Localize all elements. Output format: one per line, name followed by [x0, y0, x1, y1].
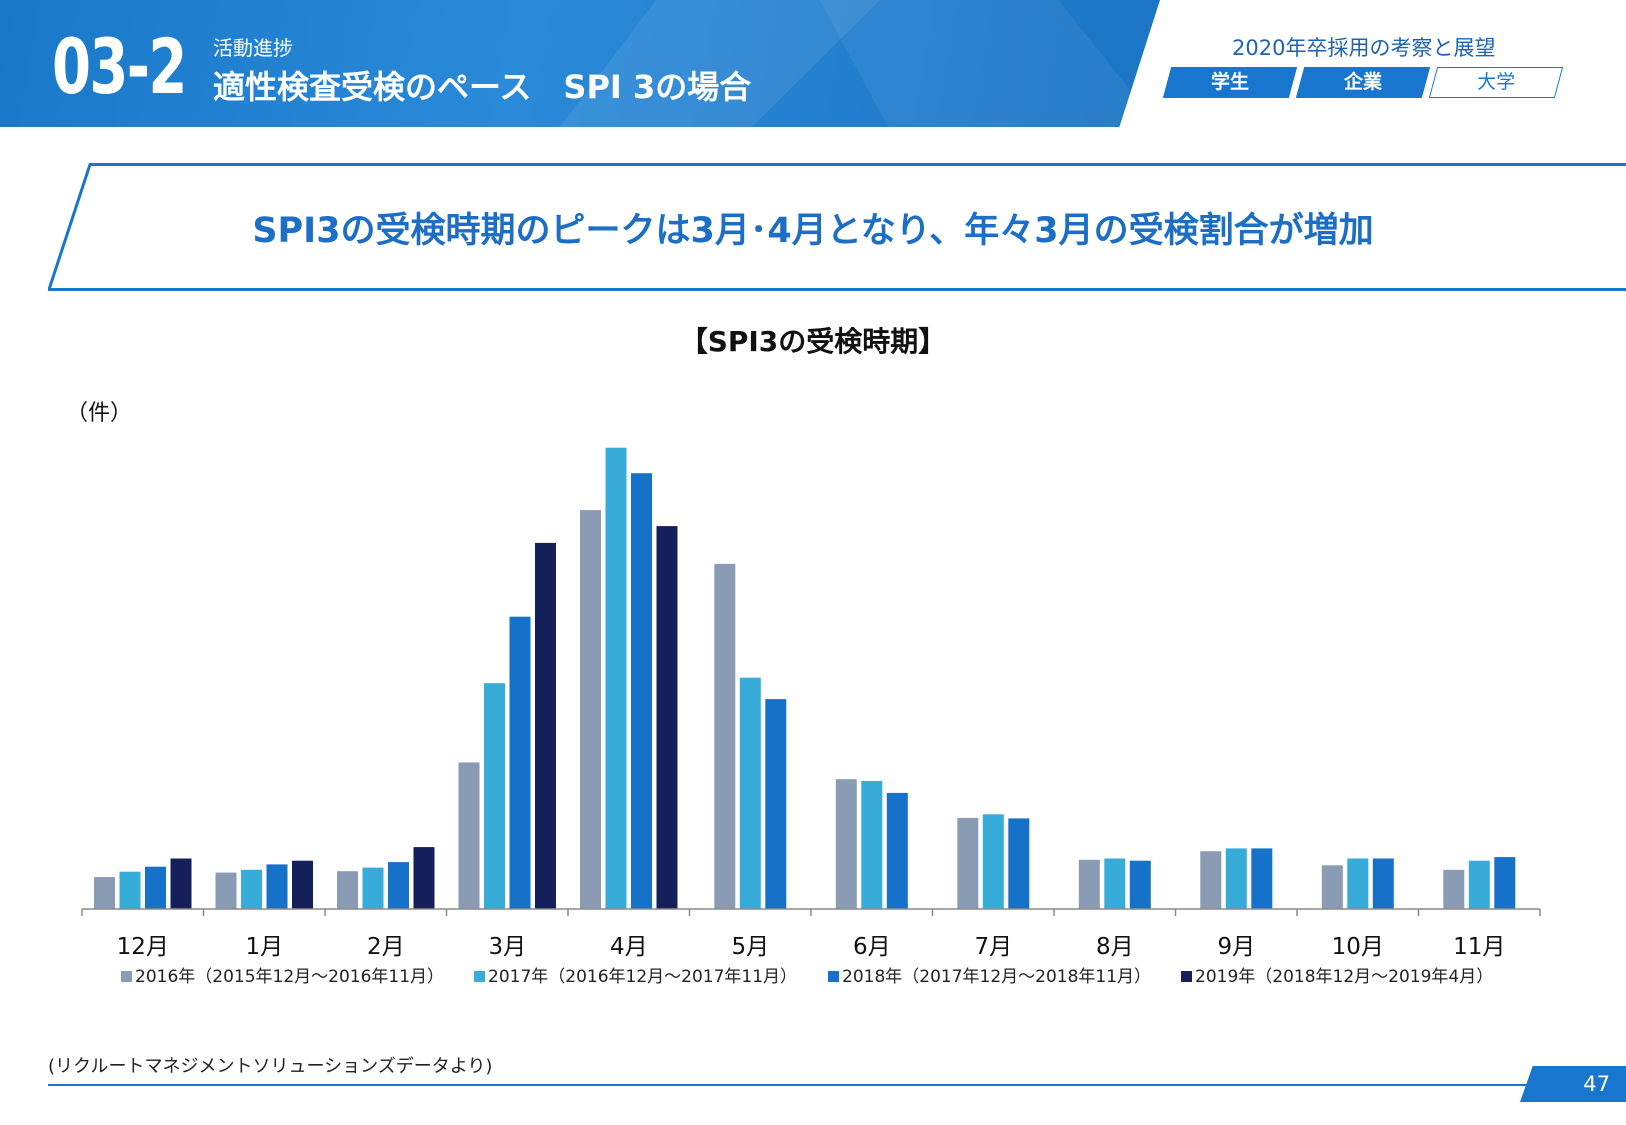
bar-7月-series-3	[1008, 818, 1030, 909]
bar-1月-series-3	[266, 864, 288, 909]
legend-swatch-series-2	[474, 971, 485, 982]
bar-9月-series-3	[1251, 848, 1273, 909]
x-tick-label: 2月	[367, 934, 405, 960]
bar-5月-series-2	[739, 677, 761, 909]
header-band	[0, 0, 1160, 127]
headline: SPI3の受検時期のピークは3月･4月となり、年々3月の受検割合が増加	[252, 211, 1374, 251]
x-tick-label: 12月	[117, 934, 169, 960]
bar-11月-series-3	[1494, 857, 1516, 909]
bar-5月-series-3	[765, 699, 787, 909]
x-tick-label: 7月	[974, 934, 1012, 960]
bar-6月-series-2	[861, 781, 883, 909]
bar-11月-series-1	[1443, 869, 1465, 909]
bar-8月-series-3	[1129, 860, 1151, 909]
bar-12月-series-2	[119, 871, 141, 909]
bar-5月-series-1	[714, 563, 736, 909]
bar-12月-series-4	[170, 858, 192, 909]
bar-2月-series-3	[388, 862, 409, 909]
x-tick-label: 6月	[853, 934, 891, 960]
source-note: (リクルートマネジメントソリューションズデータより)	[48, 1056, 493, 1077]
bar-4月-series-1	[580, 510, 601, 909]
legend-swatch-series-3	[828, 971, 839, 982]
x-tick-label: 1月	[245, 934, 283, 960]
bar-1月-series-4	[292, 860, 313, 909]
bar-3月-series-1	[458, 762, 480, 909]
bar-10月-series-2	[1347, 858, 1369, 909]
bar-2月-series-2	[362, 867, 384, 909]
bar-6月-series-1	[835, 779, 857, 909]
bar-3月-series-3	[509, 616, 531, 909]
bar-8月-series-1	[1078, 859, 1100, 909]
chart-title: 【SPI3の受検時期】	[679, 325, 947, 358]
legend-label-series-2: 2017年（2016年12月～2017年11月）	[488, 967, 797, 987]
x-tick-label: 3月	[488, 934, 526, 960]
bar-11月-series-2	[1468, 860, 1490, 909]
x-tick-label: 8月	[1096, 934, 1134, 960]
bar-2月-series-1	[337, 871, 358, 909]
legend-swatch-series-4	[1181, 971, 1192, 982]
bar-1月-series-2	[241, 869, 262, 909]
bar-9月-series-2	[1225, 848, 1247, 909]
bar-10月-series-3	[1372, 858, 1394, 909]
x-tick-label: 5月	[731, 934, 769, 960]
legend-label-series-4: 2019年（2018年12月～2019年4月）	[1195, 967, 1493, 987]
bar-1月-series-1	[215, 872, 237, 909]
section-subtitle: 活動進捗	[213, 36, 293, 60]
bar-3月-series-4	[535, 542, 556, 909]
bar-9月-series-1	[1200, 851, 1222, 909]
bar-7月-series-1	[957, 817, 979, 909]
bar-12月-series-1	[94, 877, 115, 909]
legend-label-series-3: 2018年（2017年12月～2018年11月）	[842, 967, 1151, 987]
bar-10月-series-1	[1321, 865, 1343, 909]
section-title: 適性検査受検のペース SPI 3の場合	[213, 68, 752, 106]
x-tick-label: 4月	[610, 934, 648, 960]
report-title: 2020年卒採用の考察と展望	[1232, 36, 1496, 60]
headline-frame	[48, 163, 1626, 291]
bar-4月-series-2	[605, 447, 627, 909]
legend-label-series-1: 2016年（2015年12月～2016年11月）	[135, 967, 444, 987]
footer-line	[48, 1084, 1626, 1086]
x-tick-label: 11月	[1453, 934, 1505, 960]
bar-4月-series-4	[656, 526, 678, 909]
bar-6月-series-3	[886, 792, 908, 909]
x-tick-label: 9月	[1217, 934, 1255, 960]
legend-swatch-series-1	[121, 971, 132, 982]
x-tick-label: 10月	[1332, 934, 1384, 960]
bar-12月-series-3	[145, 866, 166, 909]
y-unit-label: （件）	[66, 401, 133, 426]
bar-3月-series-2	[484, 683, 505, 909]
bar-chart: 12月 1月 2月 3月 4月 5月 6月 7月 8月 9月 10月 11月 2016年（2015年12…	[81, 447, 1541, 987]
bar-4月-series-3	[631, 473, 652, 909]
page-number: 47	[1583, 1072, 1610, 1096]
page-number-box	[1520, 1066, 1626, 1102]
bar-8月-series-2	[1104, 858, 1126, 909]
headline-box	[48, 163, 1626, 291]
section-number: 03-2	[52, 22, 187, 111]
bar-2月-series-4	[413, 847, 435, 909]
bar-7月-series-2	[982, 814, 1004, 909]
